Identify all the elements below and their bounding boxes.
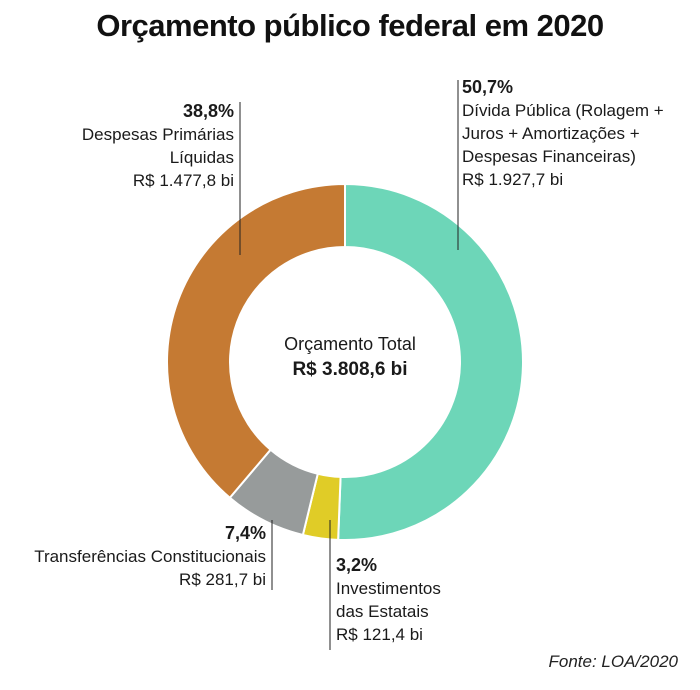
slice-name-despesas-line1: Despesas Primárias <box>81 125 234 144</box>
slice-name-investimentos-line1: Investimentos <box>336 579 441 598</box>
slice-name-investimentos-line2: das Estatais <box>336 602 429 621</box>
slice-name-divida-line3: Despesas Financeiras) <box>462 147 636 166</box>
slice-label-divida: 50,7% Dívida Pública (Rolagem + Juros + … <box>462 76 664 191</box>
center-label: Orçamento Total <box>284 334 416 354</box>
slice-value-transferencias: R$ 281,7 bi <box>179 570 266 589</box>
slice-name-despesas-line2: Líquidas <box>169 148 234 167</box>
center-total-value: R$ 3.808,6 bi <box>292 359 408 380</box>
slice-percent-despesas: 38,8% <box>182 101 234 121</box>
chart-source: Fonte: LOA/2020 <box>548 652 678 671</box>
slice-percent-transferencias: 7,4% <box>224 523 266 543</box>
slice-percent-divida: 50,7% <box>462 77 514 97</box>
slice-value-divida: R$ 1.927,7 bi <box>462 170 564 189</box>
slice-value-investimentos: R$ 121,4 bi <box>336 625 423 644</box>
slice-name-divida-line1: Dívida Pública (Rolagem + <box>462 101 664 120</box>
slice-label-investimentos: 3,2% Investimentos das Estatais R$ 121,4… <box>336 554 441 646</box>
donut-slice-divida <box>337 182 524 541</box>
slice-value-despesas: R$ 1.477,8 bi <box>132 171 234 190</box>
donut-slice-despesas <box>166 182 346 500</box>
chart-title: Orçamento público federal em 2020 <box>96 8 604 43</box>
slice-label-transferencias: 7,4% Transferências Constitucionais R$ 2… <box>20 522 266 591</box>
slice-label-despesas: 38,8% Despesas Primárias Líquidas R$ 1.4… <box>40 100 234 192</box>
slice-name-transferencias: Transferências Constitucionais <box>34 547 266 566</box>
slice-name-divida-line2: Juros + Amortizações + <box>462 124 640 143</box>
slice-percent-investimentos: 3,2% <box>336 555 378 575</box>
